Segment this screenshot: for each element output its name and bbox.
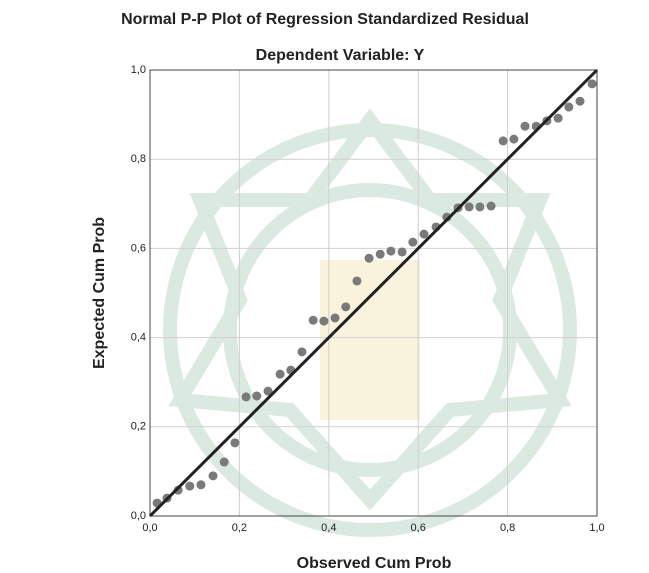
x-tick-label: 0,0 (142, 522, 157, 534)
point (465, 202, 474, 211)
x-tick-label: 0,8 (500, 522, 515, 534)
point (408, 238, 417, 247)
point (386, 247, 395, 256)
point (309, 316, 318, 325)
point (554, 114, 563, 123)
y-axis-label: Expected Cum Prob (91, 217, 108, 369)
point (365, 254, 374, 263)
point (252, 392, 261, 401)
point (521, 122, 530, 131)
point (475, 202, 484, 211)
point (509, 135, 518, 144)
point (185, 482, 194, 491)
point (420, 230, 429, 239)
point (564, 103, 573, 112)
point (297, 347, 306, 356)
point (230, 438, 239, 447)
x-tick-label: 1,0 (589, 522, 604, 534)
chart: Normal P-P Plot of Regression Standardiz… (0, 0, 649, 573)
chart-title: Normal P-P Plot of Regression Standardiz… (121, 11, 529, 28)
page: Normal P-P Plot of Regression Standardiz… (0, 0, 649, 573)
x-tick-label: 0,4 (321, 522, 336, 534)
point (196, 480, 205, 489)
y-tick-label: 0,2 (131, 421, 146, 433)
point (398, 247, 407, 256)
y-tick-label: 1,0 (131, 64, 146, 76)
point (376, 250, 385, 259)
point (341, 302, 350, 311)
point (487, 202, 496, 211)
watermark (170, 120, 570, 530)
point (499, 136, 508, 145)
chart-subtitle: Dependent Variable: Y (256, 47, 425, 64)
point (276, 370, 285, 379)
point (331, 313, 340, 322)
point (588, 79, 597, 88)
y-tick-label: 0,6 (131, 242, 146, 254)
point (352, 276, 361, 285)
x-axis-label: Observed Cum Prob (297, 555, 452, 572)
point (209, 471, 218, 480)
point (319, 317, 328, 326)
x-tick-label: 0,6 (411, 522, 426, 534)
x-tick-label: 0,2 (232, 522, 247, 534)
point (576, 97, 585, 106)
y-tick-label: 0,0 (131, 510, 146, 522)
y-tick-label: 0,8 (131, 153, 146, 165)
y-tick-label: 0,4 (131, 332, 146, 344)
point (242, 392, 251, 401)
point (220, 458, 229, 467)
